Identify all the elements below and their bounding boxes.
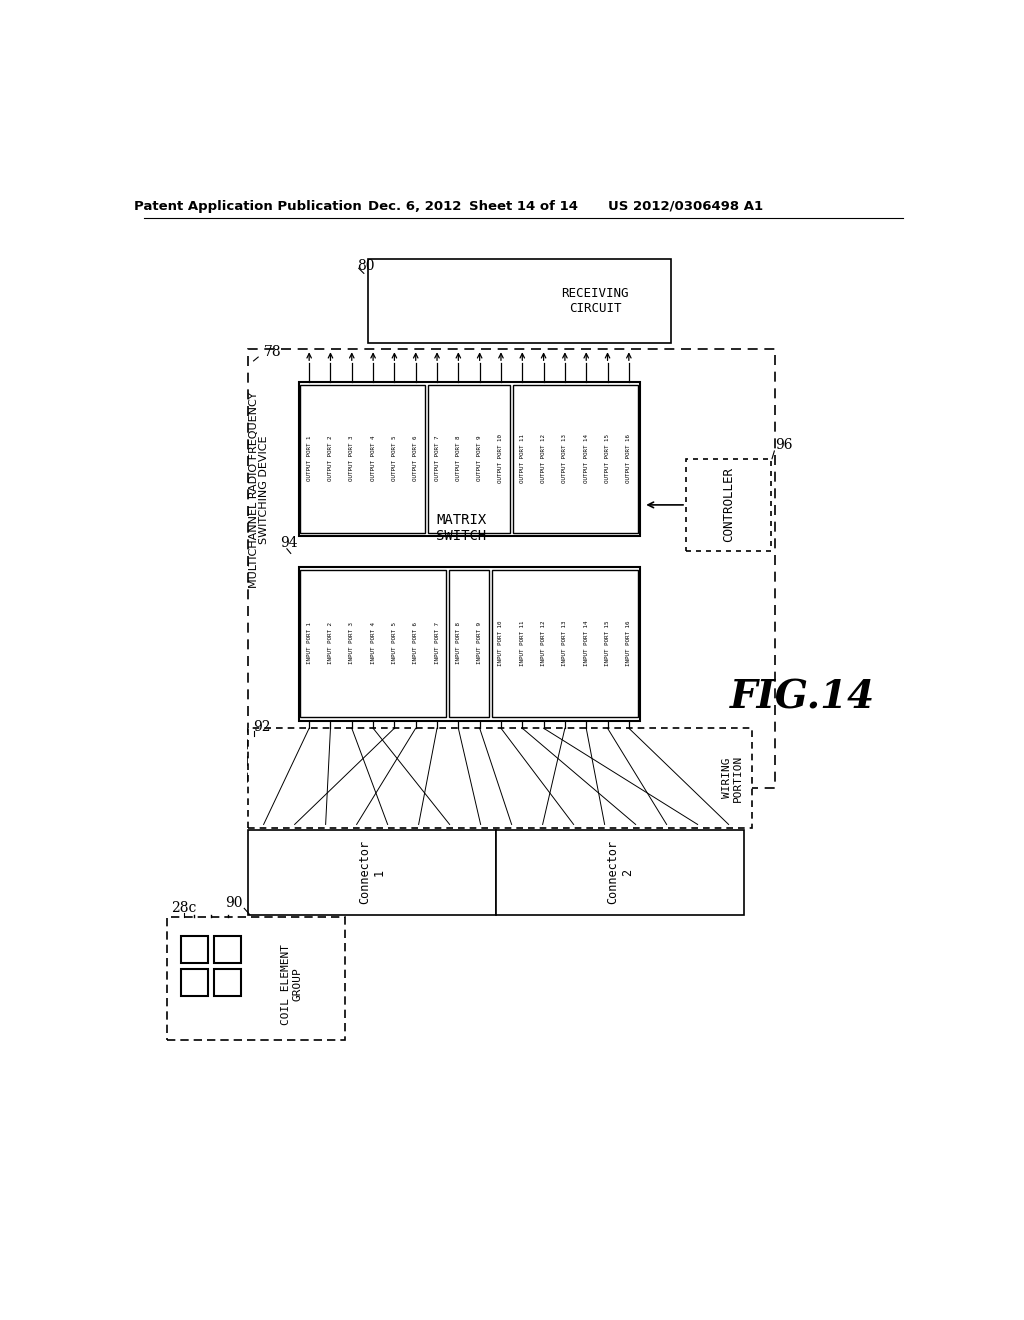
Text: INPUT PORT 9: INPUT PORT 9 <box>477 623 482 664</box>
Text: Dec. 6, 2012: Dec. 6, 2012 <box>368 199 462 213</box>
Text: 78: 78 <box>263 346 282 359</box>
Bar <box>496 830 744 915</box>
Bar <box>180 936 208 964</box>
Bar <box>248 830 496 915</box>
Text: Patent Application Publication: Patent Application Publication <box>134 199 362 213</box>
Text: RECEIVING
CIRCUIT: RECEIVING CIRCUIT <box>561 286 629 315</box>
Text: OUTPUT PORT 6: OUTPUT PORT 6 <box>414 436 418 482</box>
Text: INPUT PORT 4: INPUT PORT 4 <box>371 623 376 664</box>
Bar <box>369 259 671 343</box>
Text: CONTROLLER: CONTROLLER <box>722 467 735 543</box>
Text: 96: 96 <box>775 438 793 451</box>
Text: INPUT PORT 2: INPUT PORT 2 <box>328 623 333 664</box>
Text: OUTPUT PORT 16: OUTPUT PORT 16 <box>627 434 632 483</box>
Bar <box>686 459 771 552</box>
Text: Sheet 14 of 14: Sheet 14 of 14 <box>469 199 578 213</box>
Text: OUTPUT PORT 8: OUTPUT PORT 8 <box>456 436 461 482</box>
Text: OUTPUT PORT 14: OUTPUT PORT 14 <box>584 434 589 483</box>
Text: INPUT PORT 1: INPUT PORT 1 <box>306 623 311 664</box>
Text: INPUT PORT 10: INPUT PORT 10 <box>499 620 504 667</box>
Bar <box>214 936 241 964</box>
Text: INPUT PORT 15: INPUT PORT 15 <box>605 620 610 667</box>
Bar <box>299 381 640 536</box>
Text: INPUT PORT 14: INPUT PORT 14 <box>584 620 589 667</box>
Text: 90: 90 <box>225 896 243 909</box>
Text: OUTPUT PORT 13: OUTPUT PORT 13 <box>562 434 567 483</box>
Text: FIG.14: FIG.14 <box>730 678 874 717</box>
Text: INPUT PORT 11: INPUT PORT 11 <box>520 620 524 667</box>
Text: COIL ELEMENT
GROUP: COIL ELEMENT GROUP <box>281 944 302 1026</box>
Text: OUTPUT PORT 15: OUTPUT PORT 15 <box>605 434 610 483</box>
Text: INPUT PORT 12: INPUT PORT 12 <box>541 620 546 667</box>
Text: INPUT PORT 8: INPUT PORT 8 <box>456 623 461 664</box>
Bar <box>300 570 446 718</box>
Text: 92: 92 <box>254 719 271 734</box>
Text: WIRING
PORTION: WIRING PORTION <box>722 755 743 801</box>
Bar <box>180 969 208 997</box>
Text: OUTPUT PORT 1: OUTPUT PORT 1 <box>306 436 311 482</box>
Text: MATRIX
SWITCH: MATRIX SWITCH <box>436 513 486 543</box>
Text: 28c: 28c <box>171 900 196 915</box>
Text: OUTPUT PORT 5: OUTPUT PORT 5 <box>392 436 397 482</box>
Text: INPUT PORT 16: INPUT PORT 16 <box>627 620 632 667</box>
Bar <box>513 385 638 533</box>
Text: OUTPUT PORT 11: OUTPUT PORT 11 <box>520 434 524 483</box>
Bar <box>492 570 638 718</box>
Bar <box>167 917 345 1040</box>
Text: MULTICHANNEL RADIO FREQUENCY: MULTICHANNEL RADIO FREQUENCY <box>249 391 258 587</box>
Text: OUTPUT PORT 12: OUTPUT PORT 12 <box>541 434 546 483</box>
Text: US 2012/0306498 A1: US 2012/0306498 A1 <box>608 199 764 213</box>
Text: INPUT PORT 13: INPUT PORT 13 <box>562 620 567 667</box>
Text: INPUT PORT 5: INPUT PORT 5 <box>392 623 397 664</box>
Bar <box>248 729 752 829</box>
Text: 94: 94 <box>281 536 298 550</box>
Bar <box>214 969 241 997</box>
Text: INPUT PORT 3: INPUT PORT 3 <box>349 623 354 664</box>
Text: OUTPUT PORT 3: OUTPUT PORT 3 <box>349 436 354 482</box>
Text: OUTPUT PORT 2: OUTPUT PORT 2 <box>328 436 333 482</box>
Bar <box>450 570 488 718</box>
Text: Connector
2: Connector 2 <box>606 840 634 904</box>
Text: SWITCHING DEVICE: SWITCHING DEVICE <box>259 436 269 544</box>
Text: OUTPUT PORT 7: OUTPUT PORT 7 <box>434 436 439 482</box>
Bar <box>300 385 425 533</box>
Text: Connector
1: Connector 1 <box>358 840 386 904</box>
Bar <box>299 566 640 721</box>
Text: 80: 80 <box>356 259 374 273</box>
Bar <box>248 350 775 788</box>
Text: OUTPUT PORT 9: OUTPUT PORT 9 <box>477 436 482 482</box>
Text: OUTPUT PORT 10: OUTPUT PORT 10 <box>499 434 504 483</box>
Text: INPUT PORT 6: INPUT PORT 6 <box>414 623 418 664</box>
Bar <box>428 385 510 533</box>
Text: INPUT PORT 7: INPUT PORT 7 <box>434 623 439 664</box>
Text: OUTPUT PORT 4: OUTPUT PORT 4 <box>371 436 376 482</box>
